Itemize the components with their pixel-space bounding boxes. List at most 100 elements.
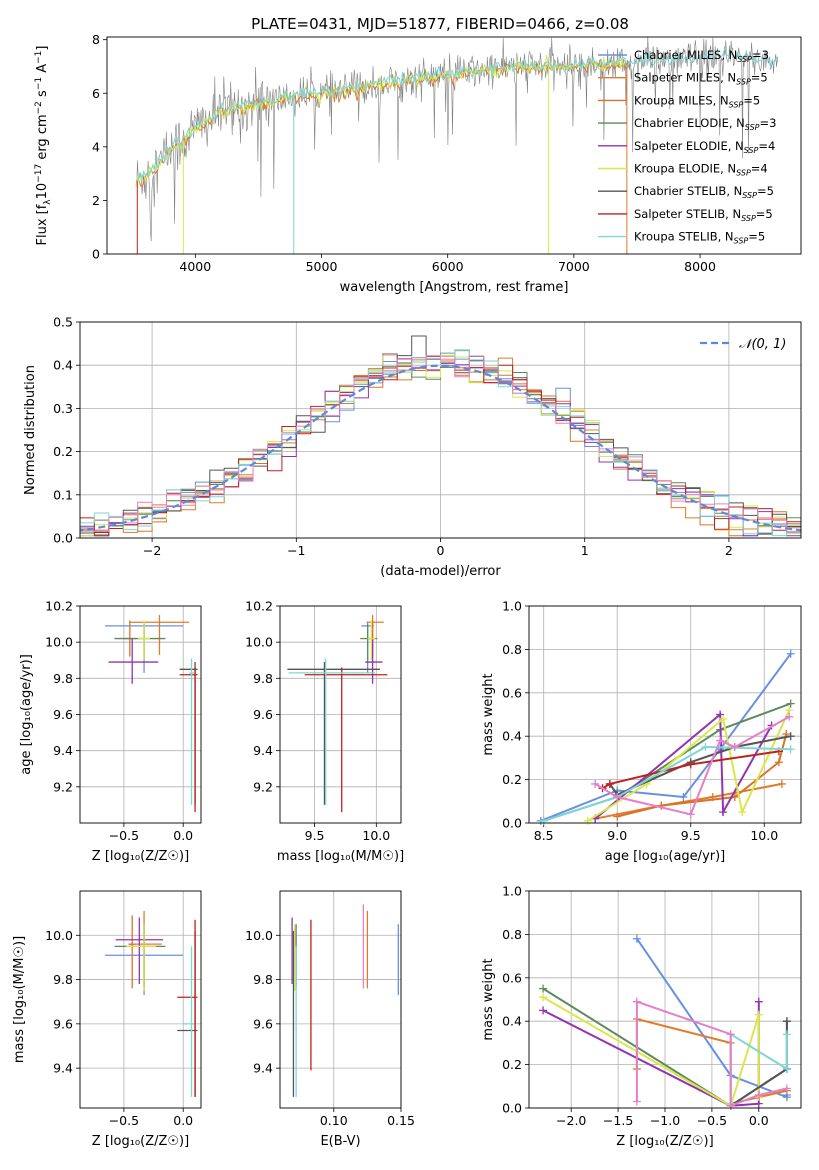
weight-marker xyxy=(539,984,548,993)
legend-entry-count: =5 xyxy=(748,230,765,244)
y-tick-label: 8 xyxy=(92,32,100,47)
error-bar-point xyxy=(129,615,190,655)
error-bar-point xyxy=(179,667,198,813)
legend-entry-label: Chabrier ELODIE, N xyxy=(634,116,745,130)
x-tick-label: 9.5 xyxy=(305,828,325,843)
weight-marker xyxy=(686,760,695,769)
error-bar-point xyxy=(189,658,194,805)
y-tick-label: 10.2 xyxy=(245,599,273,614)
y-tick-label: 0.0 xyxy=(502,1101,522,1116)
x-tick-label: 0 xyxy=(437,543,445,558)
weight-series xyxy=(536,649,795,825)
weight-marker xyxy=(730,743,739,752)
axes-frame xyxy=(279,890,402,1109)
weight-marker xyxy=(686,810,695,819)
weight-marker xyxy=(583,816,592,825)
y-tick-label: 9.8 xyxy=(53,671,73,686)
x-tick-label: 4000 xyxy=(179,259,211,274)
y-axis-label-part: Flux [f xyxy=(35,204,50,245)
legend-entry-subscript: SSP xyxy=(736,78,751,87)
legend-entry-count: =4 xyxy=(758,139,775,153)
axes-frame xyxy=(528,890,802,1109)
y-tick-label: 2 xyxy=(92,193,100,208)
weight-marker xyxy=(774,758,783,767)
weight-marker xyxy=(605,779,614,788)
x-tick-label: −0.5 xyxy=(697,1113,727,1128)
weight-marker xyxy=(716,710,725,719)
error-bar-point xyxy=(365,638,383,684)
x-tick-label: 5000 xyxy=(306,259,338,274)
error-bar-point xyxy=(126,924,156,991)
y-tick-label: 0.1 xyxy=(53,487,73,502)
x-tick-label: −2.0 xyxy=(556,1113,586,1128)
weight-marker xyxy=(786,699,795,708)
legend-entry-label: Kroupa STELIB, N xyxy=(634,230,734,244)
y-tick-label: 10.0 xyxy=(45,635,73,650)
weight-marker xyxy=(782,1064,791,1073)
y-axis-label: mass [log₁₀(M/M☉)] xyxy=(12,936,27,1063)
x-tick-label: 2 xyxy=(725,543,733,558)
weight-vs-metallicity-panel: −2.0 −1.5 −1.0 −0.5 0.0 0.0 0.2 0.4 0.6 0.8 1.0 Z [… xyxy=(481,884,802,1149)
legend-entry: Chabrier MILES, NSSP=3 xyxy=(634,48,769,64)
y-tick-label: 10.0 xyxy=(245,635,273,650)
y-tick-label: 0.6 xyxy=(502,685,522,700)
error-bar-point xyxy=(304,667,388,813)
weight-marker xyxy=(613,812,622,821)
error-bar-point xyxy=(366,615,384,655)
weight-marker xyxy=(754,1090,763,1099)
y-tick-label: 9.4 xyxy=(253,1061,273,1076)
error-bars xyxy=(104,615,198,813)
error-bar-point xyxy=(108,638,159,684)
legend-entry-subscript: SSP xyxy=(736,169,751,178)
legend-entry-label: Chabrier STELIB, N xyxy=(634,184,742,198)
x-tick-label: 8000 xyxy=(684,259,716,274)
x-tick-label: −0.5 xyxy=(109,1113,139,1128)
y-tick-label: 6 xyxy=(92,86,100,101)
weight-marker xyxy=(632,934,641,943)
x-tick-label: 0.0 xyxy=(749,1113,769,1128)
weight-series-line xyxy=(583,706,794,825)
y-tick-label: 0.4 xyxy=(502,1014,522,1029)
y-tick-label: 0.2 xyxy=(502,1057,522,1072)
y-axis-label-part: s xyxy=(35,90,50,101)
legend-entry: Kroupa STELIB, NSSP=5 xyxy=(634,230,765,246)
x-tick-label: −1.0 xyxy=(650,1113,680,1128)
y-tick-label: 1.0 xyxy=(502,884,522,899)
histogram-series xyxy=(80,355,801,537)
y-tick-label: 9.8 xyxy=(253,671,273,686)
axes-frame xyxy=(279,605,402,824)
weight-marker xyxy=(786,649,795,658)
weight-marker xyxy=(632,997,641,1006)
mass-vs-metallicity-panel: −0.5 0.0 9.4 9.6 9.8 10.0 Z [log₁₀(Z/Z☉)] mass … xyxy=(12,890,202,1149)
error-bars xyxy=(291,904,399,1097)
y-tick-label: 9.4 xyxy=(53,1061,73,1076)
error-bars xyxy=(287,615,388,813)
x-tick-label: 0.15 xyxy=(387,1113,415,1128)
y-axis-label-part: −17 xyxy=(34,164,44,183)
y-axis-label: Normed distribution xyxy=(23,365,38,495)
weight-marker xyxy=(738,808,747,817)
y-tick-label: 9.6 xyxy=(53,1016,73,1031)
weight-marker xyxy=(679,792,688,801)
weight-marker xyxy=(786,745,795,754)
y-axis-label-part: ] xyxy=(35,46,50,51)
legend-entry-subscript: SSP xyxy=(741,214,756,223)
x-axis-label: Z [log₁₀(Z/Z☉)] xyxy=(92,1134,189,1149)
y-tick-label: 0.5 xyxy=(53,315,73,330)
y-tick-label: 9.6 xyxy=(253,1016,273,1031)
weight-marker xyxy=(539,816,548,825)
weight-line xyxy=(543,745,791,822)
legend-entry: Salpeter ELODIE, NSSP=4 xyxy=(634,139,775,155)
error-bar-point xyxy=(177,919,198,1097)
weight-marker xyxy=(539,993,548,1002)
spectrum-lines xyxy=(135,37,779,254)
y-tick-label: 9.8 xyxy=(253,972,273,987)
error-bar-point xyxy=(128,915,136,989)
legend-entry-label: Chabrier MILES, N xyxy=(634,48,737,62)
y-tick-label: 0 xyxy=(92,247,100,262)
y-tick-label: 0.4 xyxy=(53,358,73,373)
legend-entry: Chabrier STELIB, NSSP=5 xyxy=(634,184,774,200)
y-tick-label: 0.8 xyxy=(502,642,522,657)
axes-frame xyxy=(528,605,802,824)
